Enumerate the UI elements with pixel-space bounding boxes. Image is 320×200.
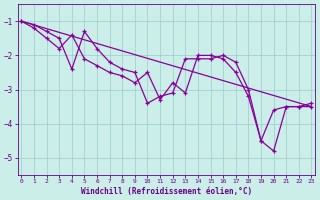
X-axis label: Windchill (Refroidissement éolien,°C): Windchill (Refroidissement éolien,°C) [81,187,252,196]
